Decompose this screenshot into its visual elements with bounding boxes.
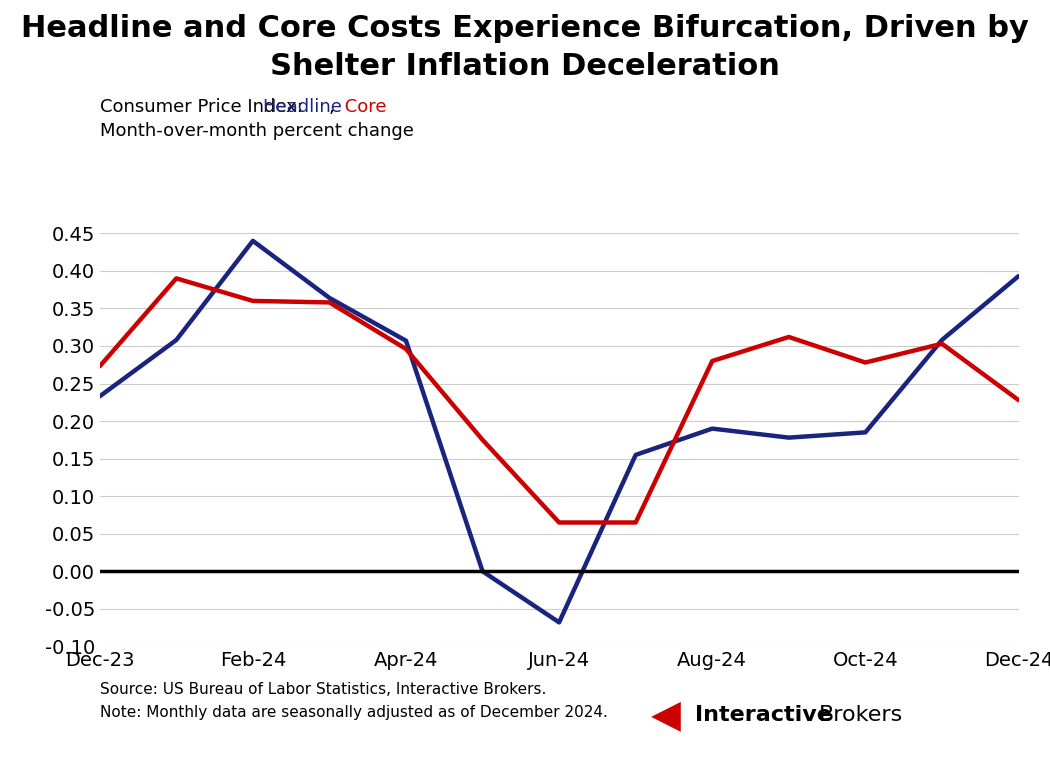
Text: Source: US Bureau of Labor Statistics, Interactive Brokers.: Source: US Bureau of Labor Statistics, I… — [100, 682, 546, 698]
Text: Note: Monthly data are seasonally adjusted as of December 2024.: Note: Monthly data are seasonally adjust… — [100, 705, 608, 721]
Text: Consumer Price Index:: Consumer Price Index: — [100, 98, 309, 116]
Text: Core: Core — [339, 98, 386, 116]
Text: Shelter Inflation Deceleration: Shelter Inflation Deceleration — [270, 52, 780, 81]
Text: Headline and Core Costs Experience Bifurcation, Driven by: Headline and Core Costs Experience Bifur… — [21, 14, 1029, 43]
Text: ,: , — [329, 98, 334, 116]
Text: ◀: ◀ — [651, 696, 680, 734]
Text: Brokers: Brokers — [819, 705, 903, 725]
Text: Month-over-month percent change: Month-over-month percent change — [100, 122, 414, 141]
Text: Interactive: Interactive — [695, 705, 832, 725]
Text: Headline: Headline — [262, 98, 342, 116]
